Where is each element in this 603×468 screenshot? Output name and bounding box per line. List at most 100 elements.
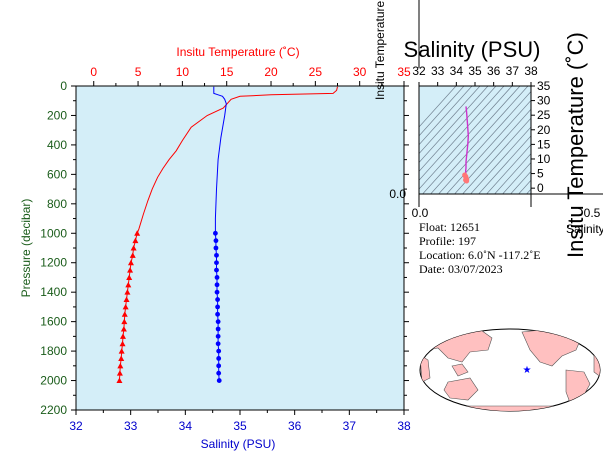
density-contour [430, 86, 529, 194]
ts-ytick-left: 0.0 [389, 187, 406, 201]
temperature-point [121, 318, 128, 325]
ts-top-tick-label: 33 [431, 64, 445, 78]
ts-plot-area [419, 86, 531, 194]
top-tick-label: 25 [309, 65, 323, 79]
ts-right-tick-label: 25 [537, 108, 551, 122]
profile-plot: 0200400600800100012001400160018002000220… [19, 45, 411, 451]
y-tick-label: 200 [47, 108, 67, 122]
temperature-point [122, 303, 129, 310]
temperature-point [119, 340, 126, 347]
temperature-point [123, 296, 130, 303]
profile-number: Profile: 197 [419, 234, 476, 248]
salinity-point [213, 245, 219, 251]
ts-top-tick-label: 38 [524, 64, 538, 78]
density-contour [419, 86, 465, 137]
top-tick-label: 30 [353, 65, 367, 79]
y-tick-label: 1200 [40, 256, 67, 270]
ts-top-tick-label: 37 [506, 64, 520, 78]
density-contour [470, 126, 531, 194]
float-id: Float: 12651 [419, 220, 481, 234]
temperature-point [124, 289, 131, 295]
temperature-point [127, 267, 134, 273]
ts-top-tick-label: 35 [468, 64, 482, 78]
density-contour [419, 86, 473, 146]
plot-area [75, 85, 405, 411]
salinity-point [216, 378, 222, 383]
location: Location: 6.0˚N -117.2˚E [419, 248, 541, 262]
date: Date: 03/07/2023 [419, 262, 503, 276]
y-axis-title: Pressure (decibar) [19, 199, 33, 298]
temperature-point [127, 259, 134, 266]
density-contour [419, 86, 481, 155]
density-contour [510, 171, 531, 194]
density-contour [419, 86, 457, 128]
top-tick-label: 35 [397, 65, 411, 79]
salinity-point [215, 297, 220, 302]
salinity-point [216, 363, 222, 369]
y-tick-label: 1000 [40, 226, 67, 240]
ts-top-tick-label: 36 [487, 64, 501, 78]
density-contour [419, 86, 497, 173]
main-series [116, 86, 338, 384]
float-location-marker: ★ [523, 365, 532, 376]
bottom-tick-label: 38 [397, 419, 411, 433]
salinity-point [215, 341, 221, 347]
bottom-tick-label: 32 [69, 419, 83, 433]
temperature-point [125, 281, 132, 288]
location-map: ★ [419, 328, 601, 412]
ts-top-tick-label: 32 [412, 64, 426, 78]
temperature-point [121, 311, 128, 317]
salinity-point [216, 356, 222, 361]
density-contour [454, 108, 531, 194]
temperature-point [134, 230, 141, 236]
y-tick-label: 1800 [40, 344, 67, 358]
bottom-tick-label: 37 [343, 419, 357, 433]
temperature-point [126, 274, 133, 280]
bottom-tick-label: 35 [233, 419, 247, 433]
density-contour [446, 99, 531, 194]
temperature-point [118, 355, 125, 361]
temperature-point [116, 370, 123, 376]
density-contour [438, 91, 531, 194]
y-tick-label: 800 [47, 197, 67, 211]
density-contour [462, 117, 531, 194]
salinity-point [215, 319, 221, 325]
bottom-tick-label: 36 [288, 419, 302, 433]
density-contour [478, 135, 531, 194]
bottom-tick-label: 34 [179, 419, 193, 433]
salinity-point [214, 260, 219, 266]
ts-right-tick-label: 15 [537, 137, 551, 151]
density-contour [419, 86, 489, 164]
salinity-point [215, 311, 220, 317]
y-tick-label: 1600 [40, 315, 67, 329]
salinity-point [214, 267, 219, 273]
density-contour [422, 86, 521, 194]
salinity-point [214, 275, 220, 280]
main-axis-ticks: 0200400600800100012001400160018002000220… [40, 65, 411, 433]
ts-xtick-left: 0.0 [412, 206, 429, 220]
y-tick-label: 400 [47, 138, 67, 152]
ts-series [462, 106, 470, 184]
salinity-point [213, 238, 219, 244]
ts-density-contours [419, 86, 531, 194]
ts-right-tick-label: 5 [537, 167, 544, 181]
temperature-point [117, 362, 124, 369]
temperature-point [129, 252, 136, 258]
top-tick-label: 20 [264, 65, 278, 79]
ts-right-tick-label: 30 [537, 94, 551, 108]
y-tick-label: 600 [47, 167, 67, 181]
ts-right-tick-label: 20 [537, 123, 551, 137]
ts-top-tick-label: 34 [450, 64, 464, 78]
density-contour [518, 179, 531, 194]
y-tick-label: 0 [60, 79, 67, 93]
salinity-point [214, 282, 220, 288]
y-tick-label: 2000 [40, 374, 67, 388]
salinity-point [216, 348, 222, 354]
top-tick-label: 10 [176, 65, 190, 79]
density-contour [502, 162, 531, 194]
ts-point [464, 178, 470, 184]
ts-ylabel-left: Insitu Temperature [373, 1, 387, 100]
temperature-point [118, 348, 125, 354]
